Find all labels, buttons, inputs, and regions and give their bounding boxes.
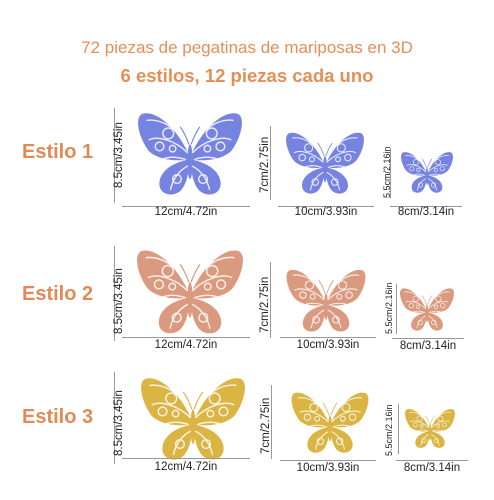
- dimension-width-medium-1: 10cm/3.93in: [294, 206, 358, 218]
- dimension-height-small-3: 5.5cm/2.16in: [384, 404, 394, 456]
- dimension-height-medium-2: 7cm/2.75in: [259, 276, 271, 333]
- dimension-width-medium-3: 10cm/3.93in: [296, 462, 360, 474]
- dimension-height-large-3: 8.5cm/3.45in: [113, 390, 125, 456]
- dimension-height-medium-3: 7cm/2.75in: [260, 397, 272, 454]
- dimension-height-small-2: 5.5cm/2.16in: [384, 282, 394, 334]
- dimension-height-large-1: 8.5cm/3.45in: [113, 122, 125, 188]
- page-title: 72 piezas de pegatinas de mariposas en 3…: [81, 38, 413, 57]
- dimension-line-height-large-1: [114, 108, 115, 203]
- dimension-line-height-medium-3: [271, 385, 272, 459]
- dimension-line-width-medium-2: [280, 337, 376, 338]
- dimension-line-height-small-1: [390, 148, 391, 198]
- dimension-line-width-medium-1: [278, 206, 374, 207]
- dimension-width-small-3: 8cm/3.14in: [403, 462, 461, 474]
- dimension-line-height-large-3: [114, 372, 115, 464]
- dimension-width-large-3: 12cm/4.72in: [154, 461, 218, 473]
- dimension-width-small-1: 8cm/3.14in: [397, 206, 455, 218]
- dimension-line-width-small-2: [392, 338, 464, 339]
- dimension-line-height-medium-2: [270, 262, 271, 338]
- butterfly-medium-style-1: [283, 125, 367, 200]
- dimension-line-width-small-3: [396, 460, 468, 461]
- dimension-line-height-small-2: [396, 284, 397, 334]
- dimension-line-width-large-3: [122, 458, 250, 459]
- row-label-estilo-2: Estilo 2: [22, 283, 94, 305]
- dimension-width-large-1: 12cm/4.72in: [154, 206, 218, 218]
- row-label-estilo-1: Estilo 1: [22, 141, 94, 163]
- butterfly-medium-style-3: [287, 385, 373, 459]
- dimension-height-small-1: 5.5cm/2.16in: [382, 146, 392, 198]
- dimension-line-width-small-1: [390, 206, 462, 207]
- dimension-width-large-2: 12cm/4.72in: [154, 339, 218, 351]
- butterfly-small-style-1: [398, 147, 456, 197]
- page-subtitle: 6 estilos, 12 piezas cada uno: [120, 65, 374, 86]
- butterfly-small-style-2: [398, 283, 456, 335]
- dimension-width-small-2: 8cm/3.14in: [399, 340, 457, 352]
- butterfly-small-style-3: [402, 404, 458, 452]
- dimension-line-height-large-2: [114, 246, 115, 341]
- row-label-estilo-3: Estilo 3: [22, 406, 94, 428]
- butterfly-large-style-2: [128, 240, 252, 342]
- dimension-width-medium-2: 10cm/3.93in: [296, 339, 360, 351]
- dimension-line-width-medium-3: [280, 460, 376, 461]
- dimension-line-width-large-2: [122, 337, 250, 338]
- dimension-line-width-large-1: [122, 206, 250, 207]
- dimension-line-height-medium-1: [270, 126, 271, 200]
- butterfly-large-style-1: [130, 103, 250, 203]
- dimension-line-height-small-3: [398, 404, 399, 454]
- dimension-height-medium-1: 7cm/2.75in: [259, 136, 271, 193]
- butterfly-medium-style-2: [283, 262, 369, 338]
- butterfly-large-style-3: [132, 368, 254, 468]
- dimension-height-large-2: 8.5cm/3.45in: [113, 268, 125, 334]
